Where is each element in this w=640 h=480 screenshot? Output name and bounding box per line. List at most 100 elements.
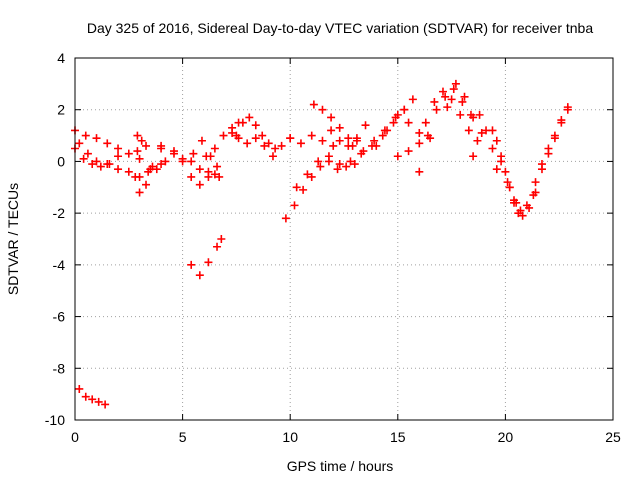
data-point [213,242,222,251]
data-point [372,141,381,150]
data-point [195,180,204,189]
series-arc-11 [75,384,110,409]
data-point [316,162,325,171]
data-point [307,172,316,181]
data-point [219,131,228,140]
data-point [525,203,534,212]
data-point [217,235,226,243]
data-point [335,123,344,132]
data-point [299,185,308,194]
y-tick-label: -2 [53,205,66,221]
y-tick-labels: -10 -8 -6 -4 -2 0 2 4 [45,50,65,428]
data-point [415,128,424,137]
data-point [518,211,527,220]
data-point [460,92,469,101]
data-point [290,201,299,210]
data-point [352,134,361,143]
data-points [71,79,572,409]
data-point [477,128,486,137]
data-point [415,167,424,176]
series-arc-24 [421,87,482,145]
data-point [475,110,484,119]
x-tick-label: 5 [179,429,187,445]
data-point [92,134,101,143]
data-point [187,157,196,166]
data-point [458,97,467,106]
data-point [563,105,572,114]
series-arc-14 [286,131,338,150]
data-point [400,105,409,114]
data-point [335,160,344,169]
data-point [348,141,357,150]
series-arc-6 [133,131,151,150]
y-axis-label: SDTVAR / TECUs [5,183,21,295]
data-point [204,167,213,176]
series-arc-8 [189,136,224,181]
data-point [531,188,540,197]
series-arc-20 [348,105,409,156]
data-point [210,170,219,179]
data-point [324,152,333,161]
data-point [238,118,247,127]
data-point [342,162,351,171]
data-point [96,162,105,171]
data-point [187,172,196,181]
data-point [335,136,344,145]
data-point [195,165,204,174]
data-point [187,260,196,269]
series-arc-1 [71,126,144,163]
grid [75,58,613,420]
data-point [268,152,277,161]
data-point [423,131,432,140]
data-point [350,160,359,169]
data-point [137,136,146,145]
data-point [488,144,497,153]
data-point [408,95,417,104]
data-point [245,113,254,122]
data-point [346,157,355,166]
data-point [258,131,267,140]
data-point [292,183,301,192]
data-point [135,188,144,197]
data-point [359,147,368,156]
chart-title: Day 325 of 2016, Sidereal Day-to-day VTE… [87,20,594,36]
data-point [501,167,510,176]
data-point [215,172,224,181]
x-tick-label: 25 [605,429,621,445]
data-point [195,271,204,280]
data-point [243,139,252,148]
x-tick-label: 20 [498,429,514,445]
data-point [473,136,482,145]
data-point [213,162,222,171]
data-point [505,183,514,192]
y-tick-label: -4 [53,257,66,273]
data-point [88,160,97,169]
data-point [329,141,338,150]
data-point [327,126,336,135]
y-tick-label: -8 [53,360,66,376]
series-arc-23 [415,85,475,176]
data-point [142,141,151,150]
data-point [101,400,110,409]
series-arc-28 [497,157,538,215]
data-point [456,110,465,119]
data-point [197,136,206,145]
data-point [393,110,402,119]
data-point [135,154,144,163]
series-arc-21 [372,110,424,150]
x-tick-labels: 0 5 10 15 20 25 [71,429,621,445]
data-point [344,134,353,143]
series-arc-13 [228,128,277,161]
data-point [531,178,540,187]
data-point [189,149,198,158]
data-point [404,118,413,127]
data-point [286,134,295,143]
data-point [389,118,398,127]
data-point [114,152,123,161]
data-point [327,113,336,122]
y-tick-label: 4 [57,50,65,66]
data-point [178,154,187,163]
series-arc-16 [292,152,355,192]
data-point [438,87,447,96]
